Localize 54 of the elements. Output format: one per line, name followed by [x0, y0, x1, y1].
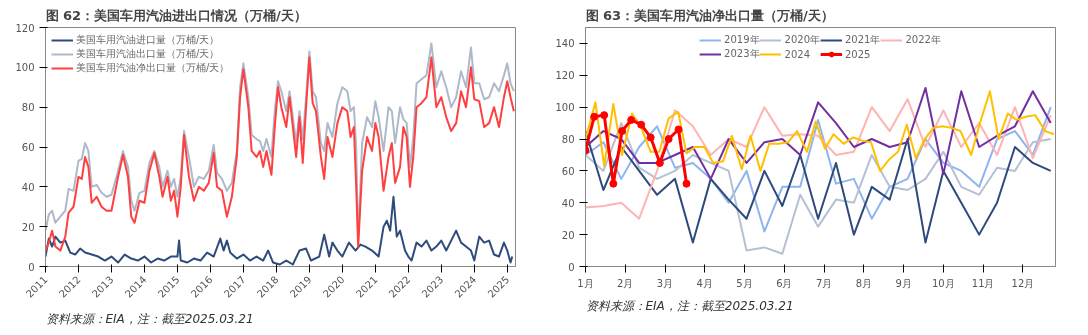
- point: [646, 133, 655, 142]
- y-tick-label: 20: [21, 221, 35, 233]
- legend-label: 美国车用汽油净出口量（万桶/天）: [76, 61, 230, 75]
- line-series: [585, 106, 1052, 233]
- legend-label: 2022年: [905, 33, 941, 47]
- chart-title: 图 63：美国车用汽油净出口量（万桶/天）: [585, 7, 834, 23]
- point: [682, 179, 691, 188]
- text: 资料来源：EIA，注：截至2025.03.21: [585, 298, 794, 313]
- x-tick-label: 11月: [971, 277, 995, 289]
- text: 资料来源：EIA，注：截至2025.03.21: [45, 311, 254, 326]
- point: [590, 112, 599, 121]
- legend-label: 2021年: [845, 33, 881, 47]
- legend-label: 2025: [845, 48, 871, 60]
- x-tick-label: 3月: [656, 277, 674, 289]
- legend-label: 2020年: [784, 33, 820, 47]
- y-tick-label: 0: [28, 261, 35, 273]
- y-tick-label: 140: [555, 38, 575, 50]
- point: [637, 120, 646, 129]
- legend-label: 美国车用汽油进口量（万桶/天）: [76, 33, 220, 47]
- chart-title: 图 62：美国车用汽油进出口情况（万桶/天）: [45, 7, 307, 23]
- y-tick-label: 60: [561, 165, 575, 177]
- legend-label: 2024: [784, 48, 810, 60]
- line-series: [585, 98, 1052, 220]
- x-tick-label: 4月: [696, 277, 713, 289]
- point: [664, 135, 673, 144]
- y-tick-label: 120: [555, 70, 575, 82]
- y-tick-label: 40: [21, 181, 35, 193]
- x-tick-label: 5月: [736, 277, 753, 289]
- x-tick-label: 2月: [617, 277, 634, 289]
- point: [674, 125, 683, 134]
- x-tick-label: 7月: [815, 277, 833, 289]
- y-tick-label: 20: [561, 229, 575, 241]
- y-tick-label: 120: [15, 22, 35, 34]
- y-tick-label: 40: [561, 197, 575, 209]
- legend-label: 2023年: [724, 47, 760, 61]
- y-tick-label: 100: [15, 62, 35, 74]
- point: [609, 179, 618, 188]
- legend-label: 美国车用汽油出口量（万桶/天）: [76, 47, 220, 61]
- x-tick-label: 9月: [895, 277, 912, 289]
- y-tick-label: 100: [555, 102, 575, 114]
- legend-label: 2019年: [724, 33, 760, 47]
- point: [618, 127, 627, 136]
- x-tick-label: 10月: [932, 277, 955, 289]
- line-series: [45, 195, 514, 266]
- y-tick-label: 80: [561, 134, 575, 146]
- y-tick-label: 80: [21, 102, 35, 114]
- y-tick-label: 60: [21, 142, 35, 153]
- x-tick-label: 8月: [855, 277, 873, 289]
- point: [600, 111, 609, 120]
- x-tick-label: 12月: [1011, 277, 1035, 289]
- x-tick-label: 6月: [776, 277, 793, 289]
- y-tick-label: 0: [568, 261, 575, 273]
- point: [627, 115, 636, 124]
- x-tick-label: 1月: [577, 277, 594, 289]
